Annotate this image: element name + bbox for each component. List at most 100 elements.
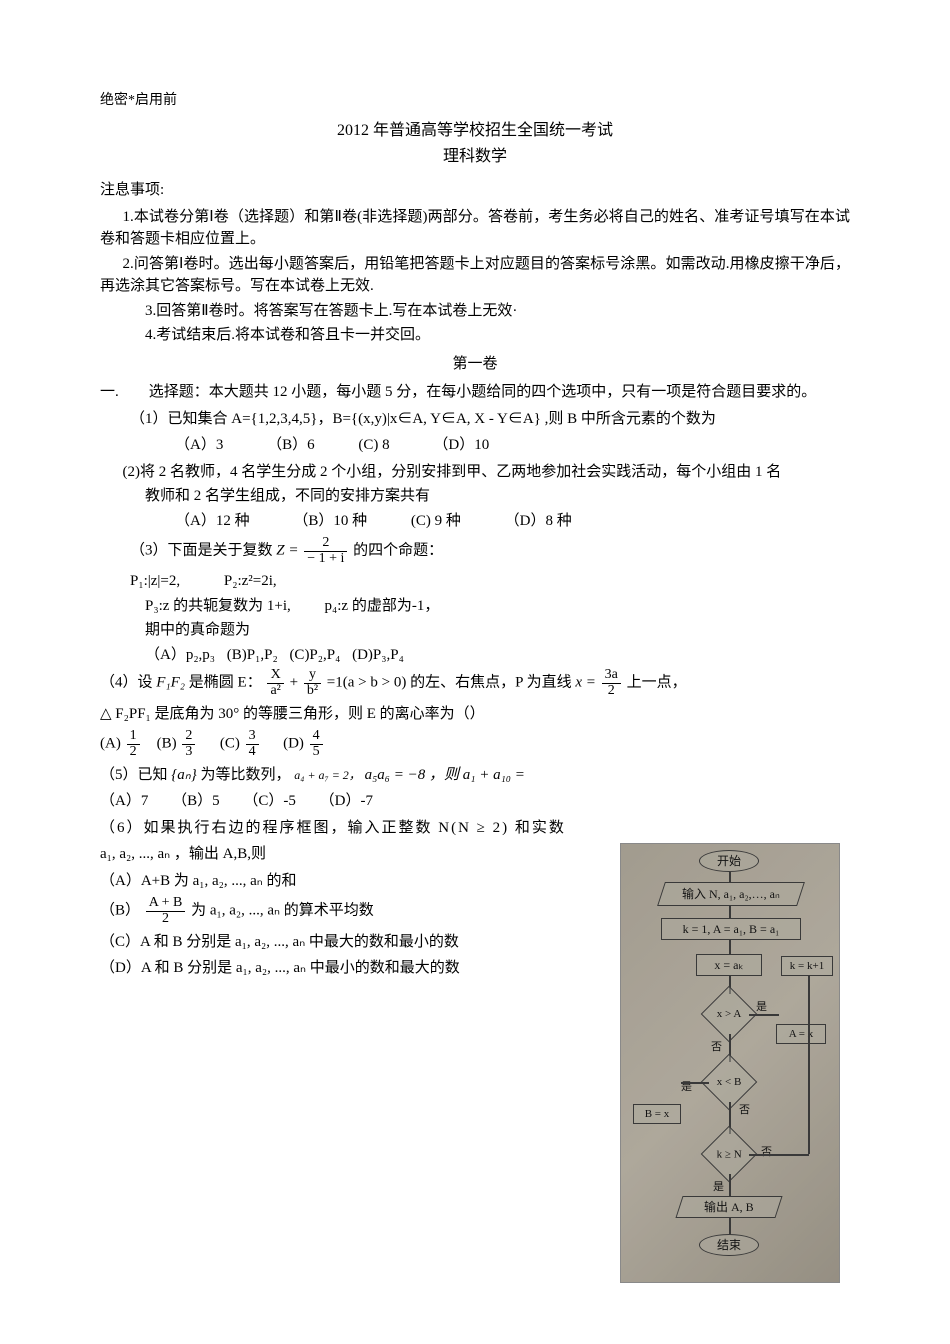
flow-cmp3-text: k ≥ N — [717, 1146, 742, 1163]
q3-props-2: P₃:z 的共轭复数为 1+i, p₄:z 的虚部为-1， — [100, 595, 850, 618]
q6-opt-c: （C）A 和 B 分别是 a₁, a₂, ..., aₙ 中最大的数和最小的数 — [100, 931, 610, 954]
q3-p1: P₁:|z|=2, — [130, 573, 180, 589]
q2-options: （A）12 种 （B）10 种 (C) 9 种 （D）8 种 — [100, 510, 850, 533]
q6-opt-a: （A）A+B 为 a₁, a₂, ..., aₙ 的和 — [100, 870, 610, 893]
q6-opt-d: （D）A 和 B 分别是 a₁, a₂, ..., aₙ 中最小的数和最大的数 — [100, 957, 610, 980]
flow-yes-3: 是 — [713, 1179, 724, 1196]
q4-f3-num: 3a — [602, 668, 621, 684]
q3-p2: P₂:z²=2i, — [224, 573, 277, 589]
q1-opt-c: (C) 8 — [358, 434, 389, 457]
q3-pre: （3）下面是关于复数 — [130, 543, 273, 559]
q6-b-den: 2 — [146, 912, 186, 927]
q1-opt-b: （B）6 — [267, 434, 315, 457]
q4-options: (A) 12 (B) 23 (C) 34 (D) 45 — [100, 729, 850, 759]
flow-arrow-loop-v — [808, 976, 810, 1154]
notice-3: 3.回答第Ⅱ卷时。将答案写在答题卡上.写在本试卷上无效· — [100, 300, 850, 323]
flow-arrow-1 — [729, 872, 731, 882]
flow-arrow-loop-h — [749, 1154, 809, 1156]
flow-arrow-10 — [729, 1218, 731, 1234]
q3-z-lhs: Z = — [276, 543, 302, 559]
flow-set-b: B = x — [633, 1104, 681, 1124]
q4-pre: （4）设 — [100, 675, 153, 691]
q4-a-d: 2 — [127, 745, 140, 760]
q6-line2: a₁, a₂, ..., aₙ ，输出 A,B,则 — [100, 843, 610, 866]
q4-opt-d-l: (D) — [283, 736, 308, 752]
q4-line1: （4）设 F₁F₂ 是椭圆 E： X a² + y b² =1(a > b > … — [100, 668, 850, 698]
flow-input-text: 输入 N, a₁, a₂,…, aₙ — [682, 885, 780, 903]
q4-f1-den: a² — [267, 684, 283, 699]
flow-output-text: 输出 A, B — [704, 1198, 754, 1216]
q2-opt-a: （A）12 种 — [175, 510, 250, 533]
q2-stem-l1: (2)将 2 名教师，4 名学生分成 2 个小组，分别安排到甲、乙两地参加社会实… — [100, 461, 850, 484]
notice-1: 1.本试卷分第Ⅰ卷（选择题）和第Ⅱ卷(非选择题)两部分。答卷前，考生务必将自己的… — [100, 206, 850, 251]
q6-b-num: A + B — [146, 896, 186, 912]
q1-opt-a: （A）3 — [175, 434, 223, 457]
q5-cond2: a₅a₆ = −8 ，则 a₁ + a₁₀ = — [365, 767, 525, 783]
q3-p4: p₄:z 的虚部为-1， — [325, 598, 440, 614]
flow-no-1: 否 — [711, 1039, 722, 1056]
q1-opt-d: （D）10 — [433, 434, 489, 457]
flow-arrow-9 — [729, 1174, 731, 1196]
q5-options: （A）7 （B）5 （C）-5 （D）-7 — [100, 790, 850, 813]
flow-cmp2-text: x < B — [717, 1074, 742, 1091]
part1-label: 第一卷 — [100, 353, 850, 376]
flow-arrow-7 — [681, 1082, 709, 1084]
q6-opt-b: （B） A + B 2 为 a₁, a₂, ..., aₙ 的算术平均数 — [100, 896, 610, 926]
notice-2: 2.问答第Ⅰ卷时。选出每小题答案后，用铅笔把答题卡上对应题目的答案标号涂黑。如需… — [100, 253, 850, 298]
q4-opt-c-frac: 34 — [246, 729, 259, 759]
flow-no-2: 否 — [739, 1102, 750, 1119]
q3-post: 的四个命题： — [353, 543, 443, 559]
q2-opt-c: (C) 9 种 — [411, 510, 461, 533]
q4-b-n: 2 — [182, 729, 195, 745]
q3-frac-num: 2 — [304, 536, 347, 552]
flow-assign-x: x = aₖ — [696, 954, 762, 976]
q3-stem: （3）下面是关于复数 Z = 2 − 1 + i 的四个命题： — [100, 536, 850, 566]
flow-cmp1-text: x > A — [717, 1006, 742, 1023]
q3-opt-b: (B)P₁,P₂ — [227, 647, 278, 663]
flow-inc-k: k = k+1 — [781, 956, 833, 976]
q4-d-d: 5 — [310, 745, 323, 760]
q4-f1-num: X — [267, 668, 283, 684]
q2-opt-b: （B）10 种 — [293, 510, 367, 533]
q5-cond1: a₄ + a₇ = 2， — [294, 768, 361, 782]
q4-line2: △ F₂PF₁ 是底角为 30° 的等腰三角形，则 E 的离心率为（） — [100, 703, 850, 726]
q3-frac-den: − 1 + i — [304, 552, 347, 567]
q4-frac2: y b² — [304, 668, 321, 698]
q4-c-n: 3 — [246, 729, 259, 745]
q4-a-n: 1 — [127, 729, 140, 745]
q4-opt-b-frac: 23 — [182, 729, 195, 759]
q4-mid1: 是椭圆 E： — [189, 675, 262, 691]
q4-f2-num: y — [304, 668, 321, 684]
q4-opt-c-l: (C) — [220, 736, 244, 752]
q3-opt-d: (D)P₃,P₄ — [352, 647, 404, 663]
q4-c-d: 4 — [246, 745, 259, 760]
q3-options: （A）p₂,p₃ (B)P₁,P₂ (C)P₂,P₄ (D)P₃,P₄ — [100, 644, 850, 667]
flow-init: k = 1, A = a₁, B = a₁ — [661, 918, 801, 940]
flowchart-image: 开始 输入 N, a₁, a₂,…, aₙ k = 1, A = a₁, B =… — [620, 843, 840, 1283]
q5-pre: （5）已知 — [100, 767, 168, 783]
q5-opt-a: （A）7 — [100, 793, 148, 809]
q4-opt-a-frac: 12 — [127, 729, 140, 759]
q4-xeq: x = — [575, 675, 599, 691]
q5-stem: （5）已知 {aₙ} 为等比数列， a₄ + a₇ = 2， a₅a₆ = −8… — [100, 764, 850, 787]
q5-an: {aₙ} — [171, 767, 196, 783]
q4-eq: =1(a > b > 0) 的左、右焦点，P 为直线 — [327, 675, 576, 691]
q4-d-n: 4 — [310, 729, 323, 745]
q4-f3-den: 2 — [602, 684, 621, 699]
notice-4: 4.考试结束后.将本试卷和答且卡一并交回。 — [100, 324, 850, 347]
flow-arrow-3 — [729, 940, 731, 954]
q3-p3: P₃:z 的共轭复数为 1+i, — [145, 598, 291, 614]
q5-opt-b: （B）5 — [172, 793, 220, 809]
flow-arrow-2 — [729, 906, 731, 918]
flow-input: 输入 N, a₁, a₂,…, aₙ — [657, 882, 805, 906]
q6-b-pre: （B） — [100, 903, 140, 919]
flow-arrow-5 — [749, 1014, 779, 1016]
q5-mid: 为等比数列， — [201, 767, 291, 783]
q4-b-d: 3 — [182, 745, 195, 760]
notice-label: 注息事项: — [100, 179, 850, 202]
q1-options: （A）3 （B）6 (C) 8 （D）10 — [100, 434, 850, 457]
flow-start: 开始 — [699, 850, 759, 872]
q3-opt-a: （A）p₂,p₃ — [145, 647, 215, 663]
q3-ask: 期中的真命题为 — [100, 619, 850, 642]
flow-output: 输出 A, B — [675, 1196, 782, 1218]
